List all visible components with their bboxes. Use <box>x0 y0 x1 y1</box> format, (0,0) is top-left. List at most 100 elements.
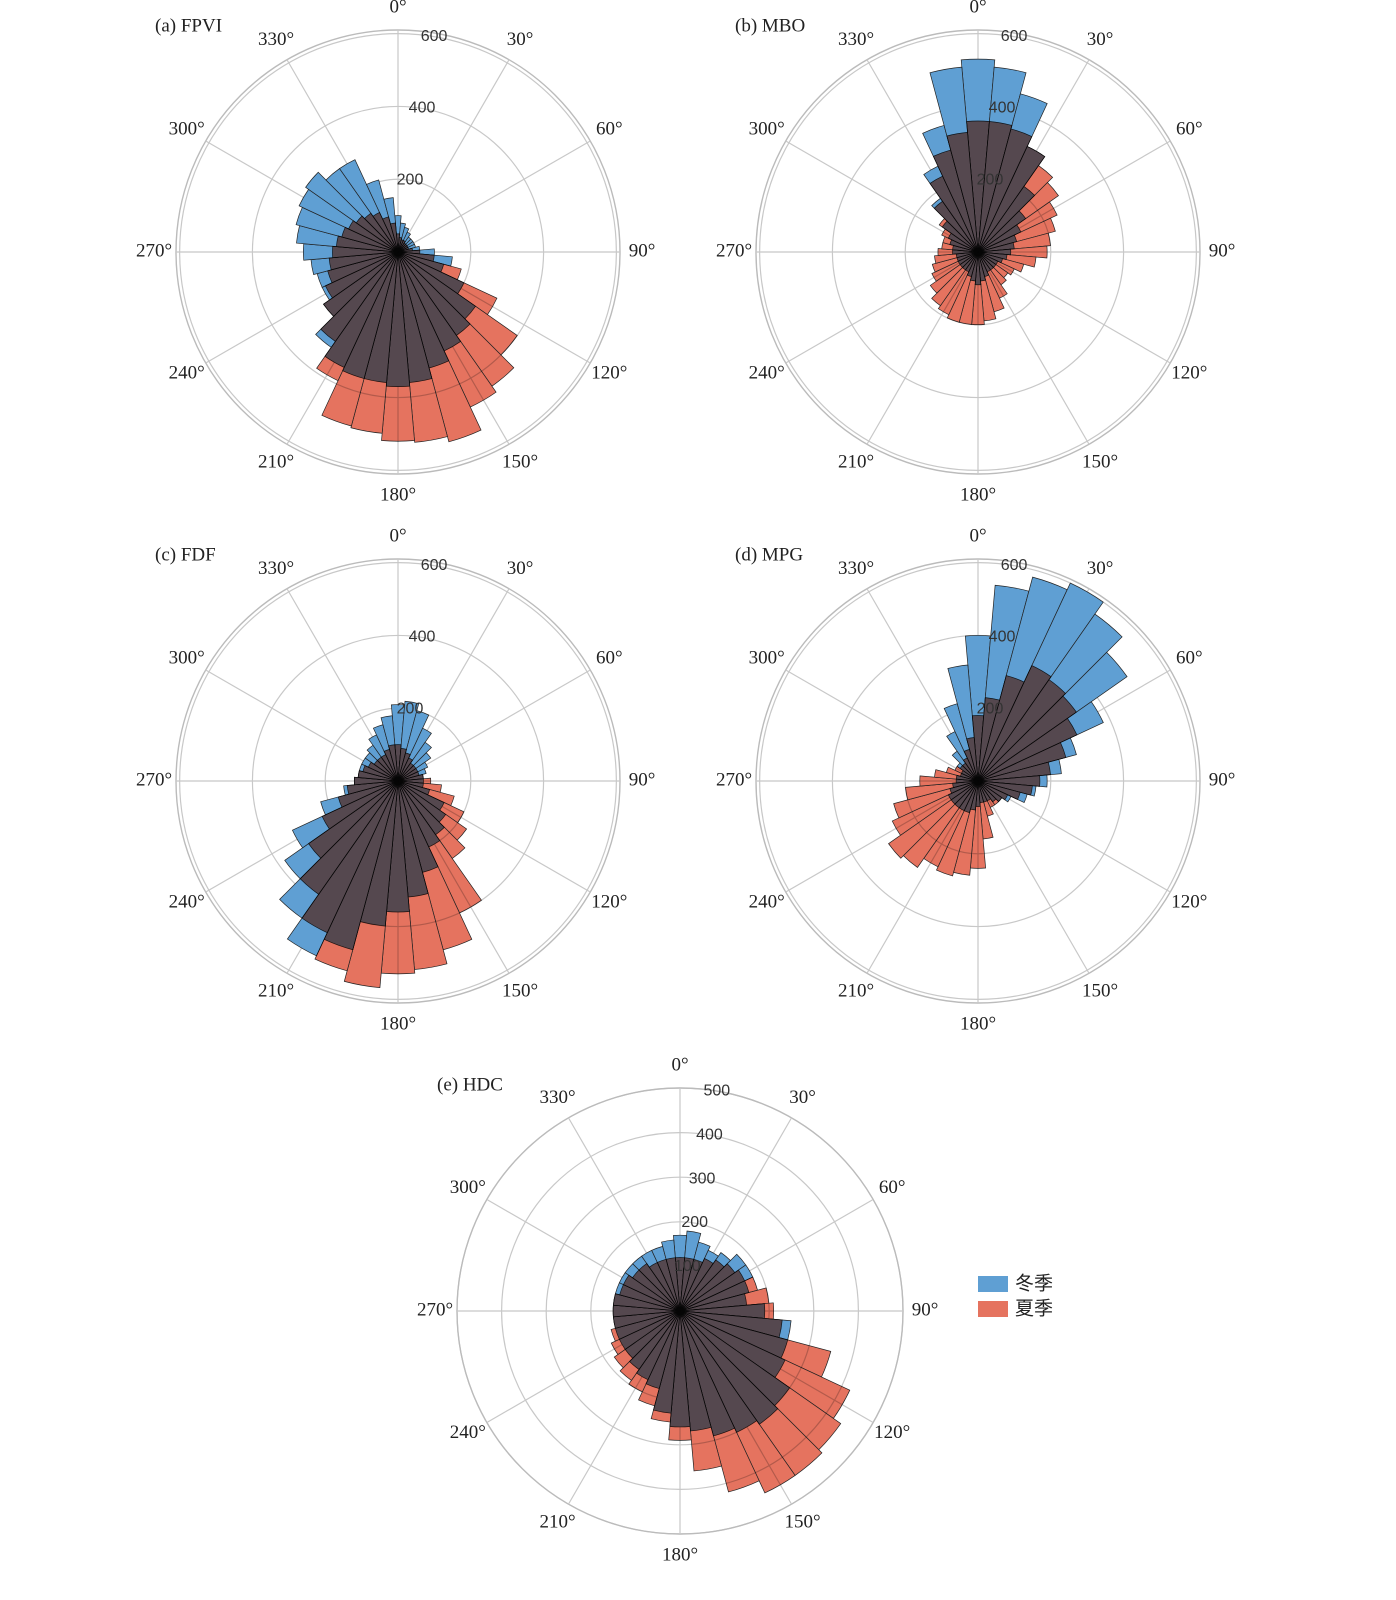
wedge <box>332 245 399 259</box>
wedge <box>931 251 979 282</box>
wedge <box>350 251 399 434</box>
angle-label: 60° <box>879 1177 906 1198</box>
wedge <box>919 775 979 787</box>
polar-chart: 0° 30° 60° 90° 120° 150° 180° 210° 240° 270° 300° 3… <box>136 525 655 1034</box>
wedge <box>381 251 415 442</box>
wedge <box>893 780 979 819</box>
spoke-grid <box>397 59 510 253</box>
spoke-grid <box>785 669 979 782</box>
angle-label: 60° <box>1176 647 1203 668</box>
angle-label: 0° <box>389 0 406 17</box>
angle-label: 120° <box>591 891 627 912</box>
wedge <box>679 1310 796 1494</box>
wedge <box>316 251 399 382</box>
angle-label: 30° <box>507 558 534 579</box>
angle-label: 150° <box>502 452 538 473</box>
angle-label: 30° <box>789 1087 816 1108</box>
wedge <box>322 251 399 317</box>
wedge <box>397 251 482 443</box>
wedge <box>321 780 399 830</box>
legend-swatch <box>978 1301 1008 1317</box>
series-group <box>316 211 518 443</box>
angle-label: 300° <box>169 647 205 668</box>
radial-tick-label: 400 <box>989 100 1016 117</box>
panel-title: (a) FPVI <box>155 15 222 36</box>
spoke-grid <box>397 140 591 253</box>
angle-label: 120° <box>874 1422 910 1443</box>
wedge <box>343 780 399 989</box>
wedge <box>337 780 399 808</box>
angle-label: 150° <box>1082 981 1118 1002</box>
angle-label: 330° <box>258 29 294 50</box>
wedge <box>346 780 399 795</box>
angle-label: 240° <box>450 1422 486 1443</box>
wedge <box>977 695 1077 782</box>
wedge <box>314 780 399 972</box>
angle-label: 150° <box>784 1512 820 1533</box>
radial-tick-label: 600 <box>1001 557 1028 574</box>
angle-label: 240° <box>749 891 785 912</box>
angle-label: 270° <box>716 240 752 261</box>
wedge <box>301 780 399 934</box>
radial-tick-label: 400 <box>696 1126 723 1143</box>
wedge <box>977 780 1009 801</box>
radial-tick-label: 400 <box>989 629 1016 646</box>
wedge <box>977 182 1059 253</box>
wedge <box>977 128 1033 253</box>
wedge <box>929 251 979 294</box>
wedge <box>977 251 1015 276</box>
wedge <box>367 761 399 782</box>
wedge <box>665 1257 681 1312</box>
angle-label: 0° <box>671 1054 688 1075</box>
angle-label: 270° <box>136 769 172 790</box>
wedge <box>946 251 979 323</box>
wedge <box>977 245 1048 259</box>
wedge <box>977 201 1058 253</box>
wedge <box>936 780 979 877</box>
wedge <box>668 1310 692 1441</box>
spoke-grid <box>977 780 1171 893</box>
wedge <box>946 131 979 253</box>
wedge <box>977 165 1054 253</box>
polar-chart: 0° 30° 60° 90° 120° 150° 180° 210° 240° 270° 300° 3… <box>716 525 1235 1034</box>
series-group <box>888 665 1078 877</box>
angle-label: 240° <box>169 362 205 383</box>
wedge <box>977 775 1041 787</box>
series-group <box>610 1257 851 1494</box>
radial-tick-label: 600 <box>421 28 448 45</box>
angle-label: 210° <box>838 452 874 473</box>
wedge <box>397 251 448 443</box>
wedge <box>966 737 979 782</box>
wedge <box>891 780 979 836</box>
angle-label: 330° <box>539 1087 575 1108</box>
angle-label: 0° <box>969 0 986 17</box>
series-group <box>929 120 1059 326</box>
wedge <box>328 251 399 271</box>
angle-label: 240° <box>169 891 205 912</box>
angle-label: 270° <box>136 240 172 261</box>
legend-label: 夏季 <box>1015 1298 1053 1320</box>
spoke-grid <box>397 669 591 782</box>
angle-label: 270° <box>716 769 752 790</box>
panel-title: (c) FDF <box>155 544 216 565</box>
panel-title: (e) HDC <box>437 1074 503 1095</box>
radial-tick-label: 200 <box>977 171 1004 188</box>
spoke-grid <box>977 780 1090 974</box>
wedge <box>610 1310 681 1342</box>
series-group <box>299 744 482 989</box>
angle-label: 150° <box>1082 452 1118 473</box>
angle-label: 210° <box>258 981 294 1002</box>
angle-label: 300° <box>749 647 785 668</box>
angle-label: 210° <box>258 452 294 473</box>
wedge <box>320 251 399 342</box>
panel-title: (d) MPG <box>735 544 803 565</box>
angle-label: 120° <box>1171 362 1207 383</box>
wedge <box>638 1310 681 1407</box>
wedge <box>341 226 399 253</box>
angle-label: 120° <box>1171 891 1207 912</box>
wedge <box>324 251 399 299</box>
wedge <box>977 679 1066 782</box>
polar-chart: 0° 30° 60° 90° 120° 150° 180° 210° 240° 270° 300° 3… <box>136 0 655 505</box>
radial-tick-label: 500 <box>703 1082 730 1099</box>
